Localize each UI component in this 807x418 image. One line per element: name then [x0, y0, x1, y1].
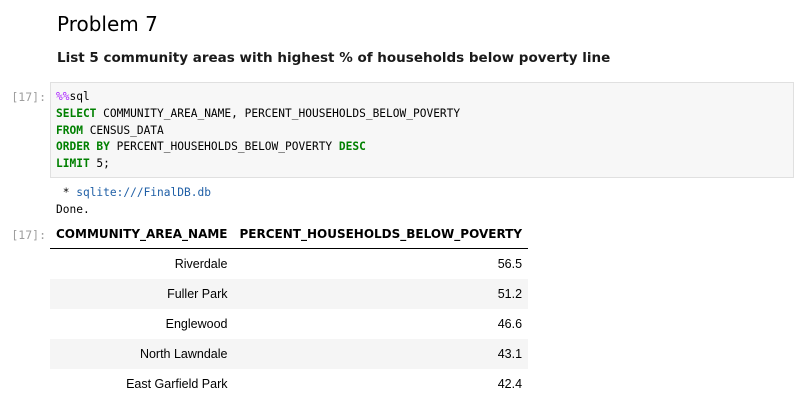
log-bullet: * — [56, 186, 77, 199]
input-prompt: [17]: — [11, 90, 46, 104]
percent-cell: 56.5 — [233, 248, 529, 279]
problem-heading: Problem 7 — [57, 12, 158, 36]
result-table: COMMUNITY_AREA_NAME PERCENT_HOUSEHOLDS_B… — [50, 220, 529, 399]
order-by-column: PERCENT_HOUSEHOLDS_BELOW_POVERTY — [109, 140, 339, 154]
table-row: Fuller Park 51.2 — [50, 279, 529, 309]
table-row: Englewood 46.6 — [50, 309, 529, 339]
table-row: East Garfield Park 42.4 — [50, 369, 529, 399]
column-header-community: COMMUNITY_AREA_NAME — [50, 220, 234, 249]
problem-description: List 5 community areas with highest % of… — [57, 50, 611, 66]
percent-cell: 43.1 — [233, 339, 529, 369]
magic-prefix: %% — [56, 90, 70, 103]
execution-log: * sqlite:///FinalDB.db Done. — [56, 184, 211, 218]
limit-value: 5; — [89, 157, 110, 171]
percent-cell: 46.6 — [233, 309, 529, 339]
community-name-cell: Riverdale — [50, 248, 234, 279]
percent-cell: 42.4 — [233, 369, 529, 399]
from-keyword: FROM — [56, 123, 83, 137]
community-name-cell: North Lawndale — [50, 339, 234, 369]
done-text: Done. — [56, 203, 90, 216]
table-row: Riverdale 56.5 — [50, 248, 529, 279]
select-columns: COMMUNITY_AREA_NAME, PERCENT_HOUSEHOLDS_… — [96, 106, 461, 120]
community-name-cell: East Garfield Park — [50, 369, 234, 399]
column-header-percent: PERCENT_HOUSEHOLDS_BELOW_POVERTY — [233, 220, 529, 249]
magic-name: sql — [69, 90, 90, 103]
table-header-row: COMMUNITY_AREA_NAME PERCENT_HOUSEHOLDS_B… — [50, 220, 529, 249]
output-prompt: [17]: — [11, 228, 46, 242]
database-url: sqlite:///FinalDB.db — [76, 186, 211, 199]
limit-keyword: LIMIT — [56, 157, 90, 171]
desc-keyword: DESC — [338, 140, 366, 154]
sql-code-editor[interactable]: %%sql SELECT COMMUNITY_AREA_NAME, PERCEN… — [50, 82, 794, 178]
community-name-cell: Fuller Park — [50, 279, 234, 309]
from-table: CENSUS_DATA — [82, 123, 164, 137]
order-by-keyword: ORDER BY — [56, 140, 110, 154]
percent-cell: 51.2 — [233, 279, 529, 309]
community-name-cell: Englewood — [50, 309, 234, 339]
select-keyword: SELECT — [56, 106, 97, 120]
table-row: North Lawndale 43.1 — [50, 339, 529, 369]
